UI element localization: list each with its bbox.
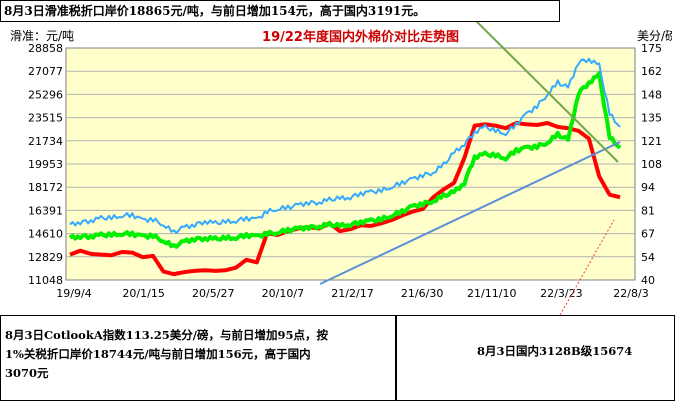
x-tick-label: 20/5/27 xyxy=(192,287,234,300)
x-tick-label: 21/6/30 xyxy=(401,287,443,300)
left-y-tick-label: 12829 xyxy=(28,251,63,264)
note-bottom-left-line2: 1%关税折口岸价18744元/吨与前日增加156元，高于国内 xyxy=(5,347,311,361)
note-box-bottom-right: 8月3日国内3128B级15674 xyxy=(396,315,675,401)
left-y-tick-label: 27077 xyxy=(28,65,63,78)
note-top-text: 8月3日滑准税折口岸价18865元/吨，与前日增加154元，高于国内3191元。 xyxy=(4,4,426,18)
x-tick-label: 21/2/17 xyxy=(331,287,373,300)
x-tick-label: 22/8/3 xyxy=(613,287,648,300)
right-y-tick-label: 81 xyxy=(641,204,655,217)
chart-svg: 11048 12829 14610 16391 18172 19953 21734 23515… xyxy=(10,0,675,316)
left-y-tick-label: 18172 xyxy=(28,181,63,194)
x-tick-label: 21/11/10 xyxy=(467,287,516,300)
left-y-tick-label: 19953 xyxy=(28,158,63,171)
note-box-top: 8月3日滑准税折口岸价18865元/吨，与前日增加154元，高于国内3191元。 xyxy=(0,0,560,22)
right-y-tick-label: 40 xyxy=(641,274,655,287)
note-bottom-left-line3: 3070元 xyxy=(5,366,49,380)
left-y-tick-label: 14610 xyxy=(28,228,63,241)
series-green-line xyxy=(68,71,622,249)
left-y-tick-label: 25296 xyxy=(28,88,63,101)
right-y-tick-label: 67 xyxy=(641,228,655,241)
left-y-tick-label: 28858 xyxy=(28,42,63,55)
x-tick-label: 22/3/23 xyxy=(540,287,582,300)
right-y-tick-label: 108 xyxy=(641,158,662,171)
note-bottom-left-line1: 8月3日CotlookA指数113.25美分/磅，与前日增加95点，按 xyxy=(5,328,328,342)
left-y-tick-label: 21734 xyxy=(28,135,63,148)
left-y-tick-label: 16391 xyxy=(28,204,63,217)
cotton-price-chart: 11048 12829 14610 16391 18172 19953 21734 23515… xyxy=(0,0,675,316)
left-y-tick-label: 11048 xyxy=(28,274,63,287)
right-y-tick-label: 175 xyxy=(641,42,662,55)
left-y-tick-label: 23515 xyxy=(28,112,63,125)
trend-line-blue xyxy=(319,141,621,285)
chart-title: 19/22年度国内外棉价对比走势图 xyxy=(262,29,459,45)
note-box-bottom-left: 8月3日CotlookA指数113.25美分/磅，与前日增加95点，按 1%关税… xyxy=(0,315,396,401)
left-axis-label: 滑准：元/吨 xyxy=(10,29,74,43)
right-y-tick-label: 135 xyxy=(641,112,662,125)
right-y-tick-label: 121 xyxy=(641,135,662,148)
series-red-line xyxy=(69,121,621,277)
x-tick-label: 19/9/4 xyxy=(56,287,91,300)
trend-line-green xyxy=(454,0,619,163)
x-tick-label: 20/1/15 xyxy=(122,287,164,300)
right-y-tick-label: 162 xyxy=(641,65,662,78)
note-bottom-right-text: 8月3日国内3128B级15674 xyxy=(477,344,633,358)
x-tick-label: 20/10/7 xyxy=(262,287,304,300)
right-y-tick-label: 94 xyxy=(641,181,655,194)
right-y-tick-label: 148 xyxy=(641,88,662,101)
right-y-tick-label: 54 xyxy=(641,251,655,264)
right-axis-label: 美分/磅 xyxy=(637,28,672,43)
series-blue-line xyxy=(69,57,621,234)
